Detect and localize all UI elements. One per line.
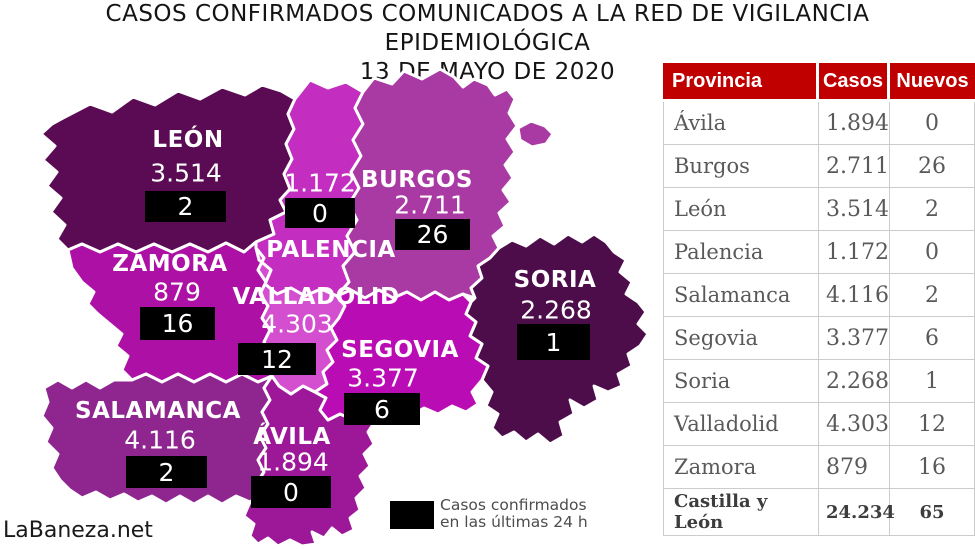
table-cell-cases: 2.711: [819, 145, 890, 188]
province-newbox-palencia: 0: [285, 198, 355, 228]
table-cell-province: Zamora: [663, 446, 819, 489]
province-newbox-soria: 1: [517, 324, 590, 360]
table-cell-cases: 1.172: [819, 231, 890, 274]
table-total-cases: 24.234: [819, 489, 895, 536]
col-header-provincia: Provincia: [663, 63, 819, 102]
table-cell-new: 1: [890, 360, 975, 403]
province-label-soria: SORIA: [513, 267, 597, 293]
legend-line2: en las últimas 24 h: [440, 513, 588, 531]
province-label-valladolid: VALLADOLID: [232, 284, 400, 310]
table-cell-province: Salamanca: [663, 274, 819, 317]
province-cases-valladolid: 4.303: [261, 309, 333, 339]
province-label-avila: ÁVILA: [253, 424, 331, 450]
province-cases-leon: 3.514: [150, 158, 222, 188]
legend-swatch: [390, 501, 434, 529]
table-cell-cases: 879: [819, 446, 890, 489]
table-cell-cases: 4.116: [819, 274, 890, 317]
province-cases-zamora: 879: [153, 277, 201, 307]
province-newbox-salamanca: 2: [126, 456, 207, 488]
table-cell-new: 26: [890, 145, 975, 188]
province-cases-segovia: 3.377: [347, 363, 419, 393]
table-cell-cases: 1.894: [819, 102, 890, 145]
province-cases-burgos: 2.711: [394, 190, 466, 220]
province-newbox-zamora: 16: [140, 307, 215, 340]
title-line1: CASOS CONFIRMADOS COMUNICADOS A LA RED D…: [105, 1, 870, 56]
table-cell-new: 0: [890, 102, 975, 145]
table-cell-new: 0: [890, 231, 975, 274]
province-newbox-valladolid: 12: [238, 343, 316, 375]
legend-line1: Casos confirmados: [440, 496, 587, 514]
table-cell-province: Soria: [663, 360, 819, 403]
table-cell-province: León: [663, 188, 819, 231]
legend-text: Casos confirmados en las últimas 24 h: [440, 497, 588, 531]
table-cell-province: Valladolid: [663, 403, 819, 446]
table-cell-new: 12: [890, 403, 975, 446]
table-cell-province: Ávila: [663, 102, 819, 145]
table-cell-new: 6: [890, 317, 975, 360]
table-cell-new: 16: [890, 446, 975, 489]
table-total-new: 65: [890, 489, 975, 536]
province-label-salamanca: SALAMANCA: [75, 398, 241, 424]
province-cases-palencia: 1.172: [284, 168, 356, 198]
table-cell-new: 2: [890, 274, 975, 317]
table-cell-cases: 3.514: [819, 188, 890, 231]
table-cell-province: Segovia: [663, 317, 819, 360]
province-cases-avila: 1.894: [257, 447, 329, 477]
table-cell-province: Burgos: [663, 145, 819, 188]
col-header-casos: Casos: [819, 63, 890, 102]
province-label-zamora: ZAMORA: [112, 251, 228, 277]
province-cases-salamanca: 4.116: [124, 425, 196, 455]
table-cell-cases: 3.377: [819, 317, 890, 360]
table-cell-new: 2: [890, 188, 975, 231]
table-cell-cases: 4.303: [819, 403, 890, 446]
watermark: LaBaneza.net: [3, 518, 153, 543]
table-total-name: Castilla y León: [663, 489, 819, 536]
cases-table: Provincia Casos Nuevos Ávila 1.894 0 Bur…: [663, 63, 975, 536]
province-newbox-segovia: 6: [344, 393, 420, 425]
province-label-palencia: PALENCIA: [266, 237, 396, 263]
province-newbox-burgos: 26: [395, 219, 470, 250]
province-shape-segovia: [313, 288, 490, 422]
province-newbox-avila: 0: [251, 476, 331, 508]
province-label-segovia: SEGOVIA: [341, 337, 459, 363]
table-cell-cases: 2.268: [819, 360, 890, 403]
province-label-burgos: BURGOS: [361, 167, 473, 193]
table-cell-province: Palencia: [663, 231, 819, 274]
province-label-leon: LEÓN: [152, 127, 224, 153]
province-newbox-leon: 2: [145, 191, 226, 222]
col-header-nuevos: Nuevos: [890, 63, 975, 102]
province-shape-burgos-exclave: [516, 119, 555, 149]
province-cases-soria: 2.268: [520, 295, 592, 325]
page-title: CASOS CONFIRMADOS COMUNICADOS A LA RED D…: [0, 0, 975, 87]
